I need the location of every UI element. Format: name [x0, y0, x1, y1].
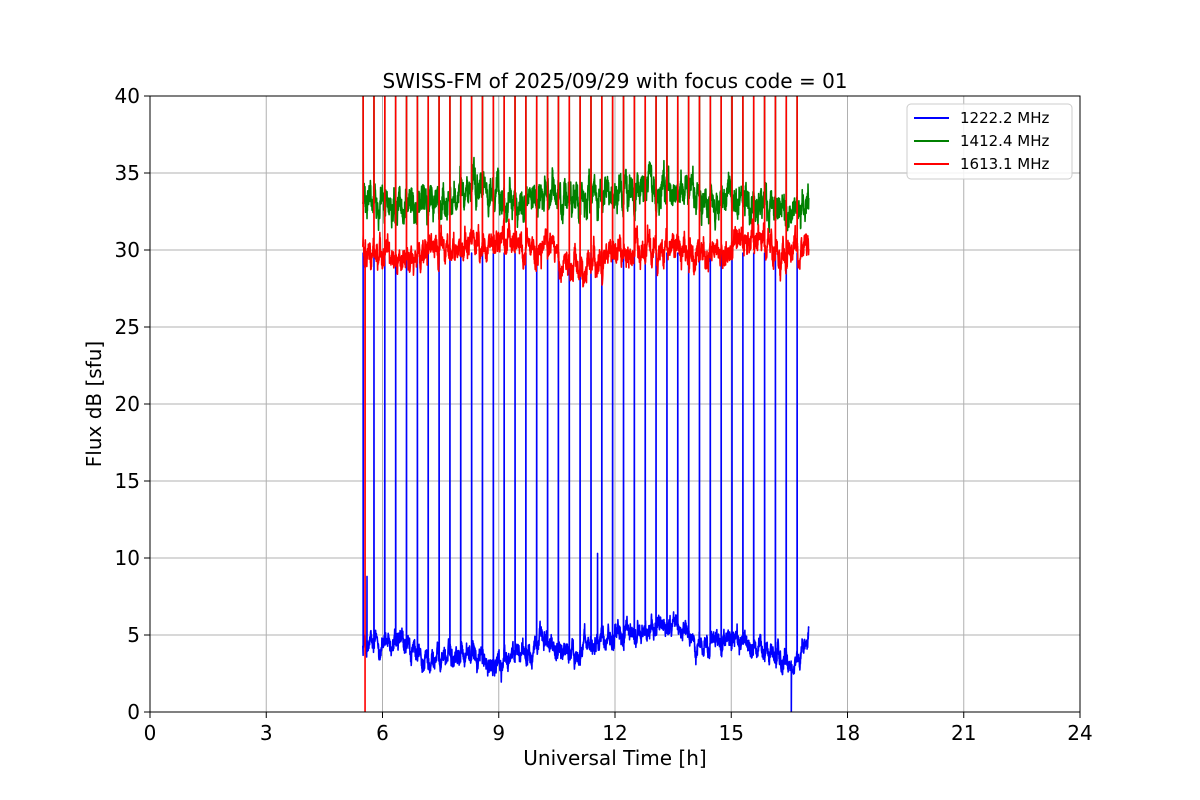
x-tick-label: 3	[260, 721, 273, 745]
y-tick-label: 25	[115, 315, 140, 339]
x-tick-label: 24	[1067, 721, 1092, 745]
y-tick-label: 20	[115, 392, 140, 416]
x-tick-label: 15	[719, 721, 744, 745]
series-line-2	[362, 96, 810, 712]
legend-box	[906, 103, 1073, 180]
series-lines	[362, 96, 810, 712]
y-tick-label: 0	[127, 700, 140, 724]
y-tick-label: 30	[115, 238, 140, 262]
legend-entry-1: 1412.4 MHz	[960, 132, 1049, 150]
x-axis-ticks: 0 3 6 9 12 15 18 21 24	[144, 712, 1093, 745]
x-tick-label: 21	[951, 721, 976, 745]
y-tick-label: 10	[115, 546, 140, 570]
x-tick-label: 6	[376, 721, 389, 745]
x-axis-label: Universal Time [h]	[523, 746, 706, 770]
y-tick-label: 40	[115, 84, 140, 108]
x-tick-label: 9	[492, 721, 505, 745]
legend-entry-2: 1613.1 MHz	[960, 155, 1049, 173]
y-axis-label: Flux dB [sfu]	[82, 341, 106, 467]
legend: 1222.2 MHz 1412.4 MHz 1613.1 MHz	[906, 103, 1073, 180]
series-line-1	[362, 96, 810, 234]
y-tick-label: 5	[127, 623, 140, 647]
y-tick-label: 35	[115, 161, 140, 185]
x-tick-label: 12	[602, 721, 627, 745]
x-tick-label: 0	[144, 721, 157, 745]
chart-title: SWISS-FM of 2025/09/29 with focus code =…	[382, 69, 847, 93]
y-axis-ticks: 0 5 10 15 20 25 30 35 40	[115, 84, 150, 724]
x-tick-label: 18	[835, 721, 860, 745]
y-tick-label: 15	[115, 469, 140, 493]
legend-entry-0: 1222.2 MHz	[960, 109, 1049, 127]
series-line-0	[362, 252, 810, 712]
